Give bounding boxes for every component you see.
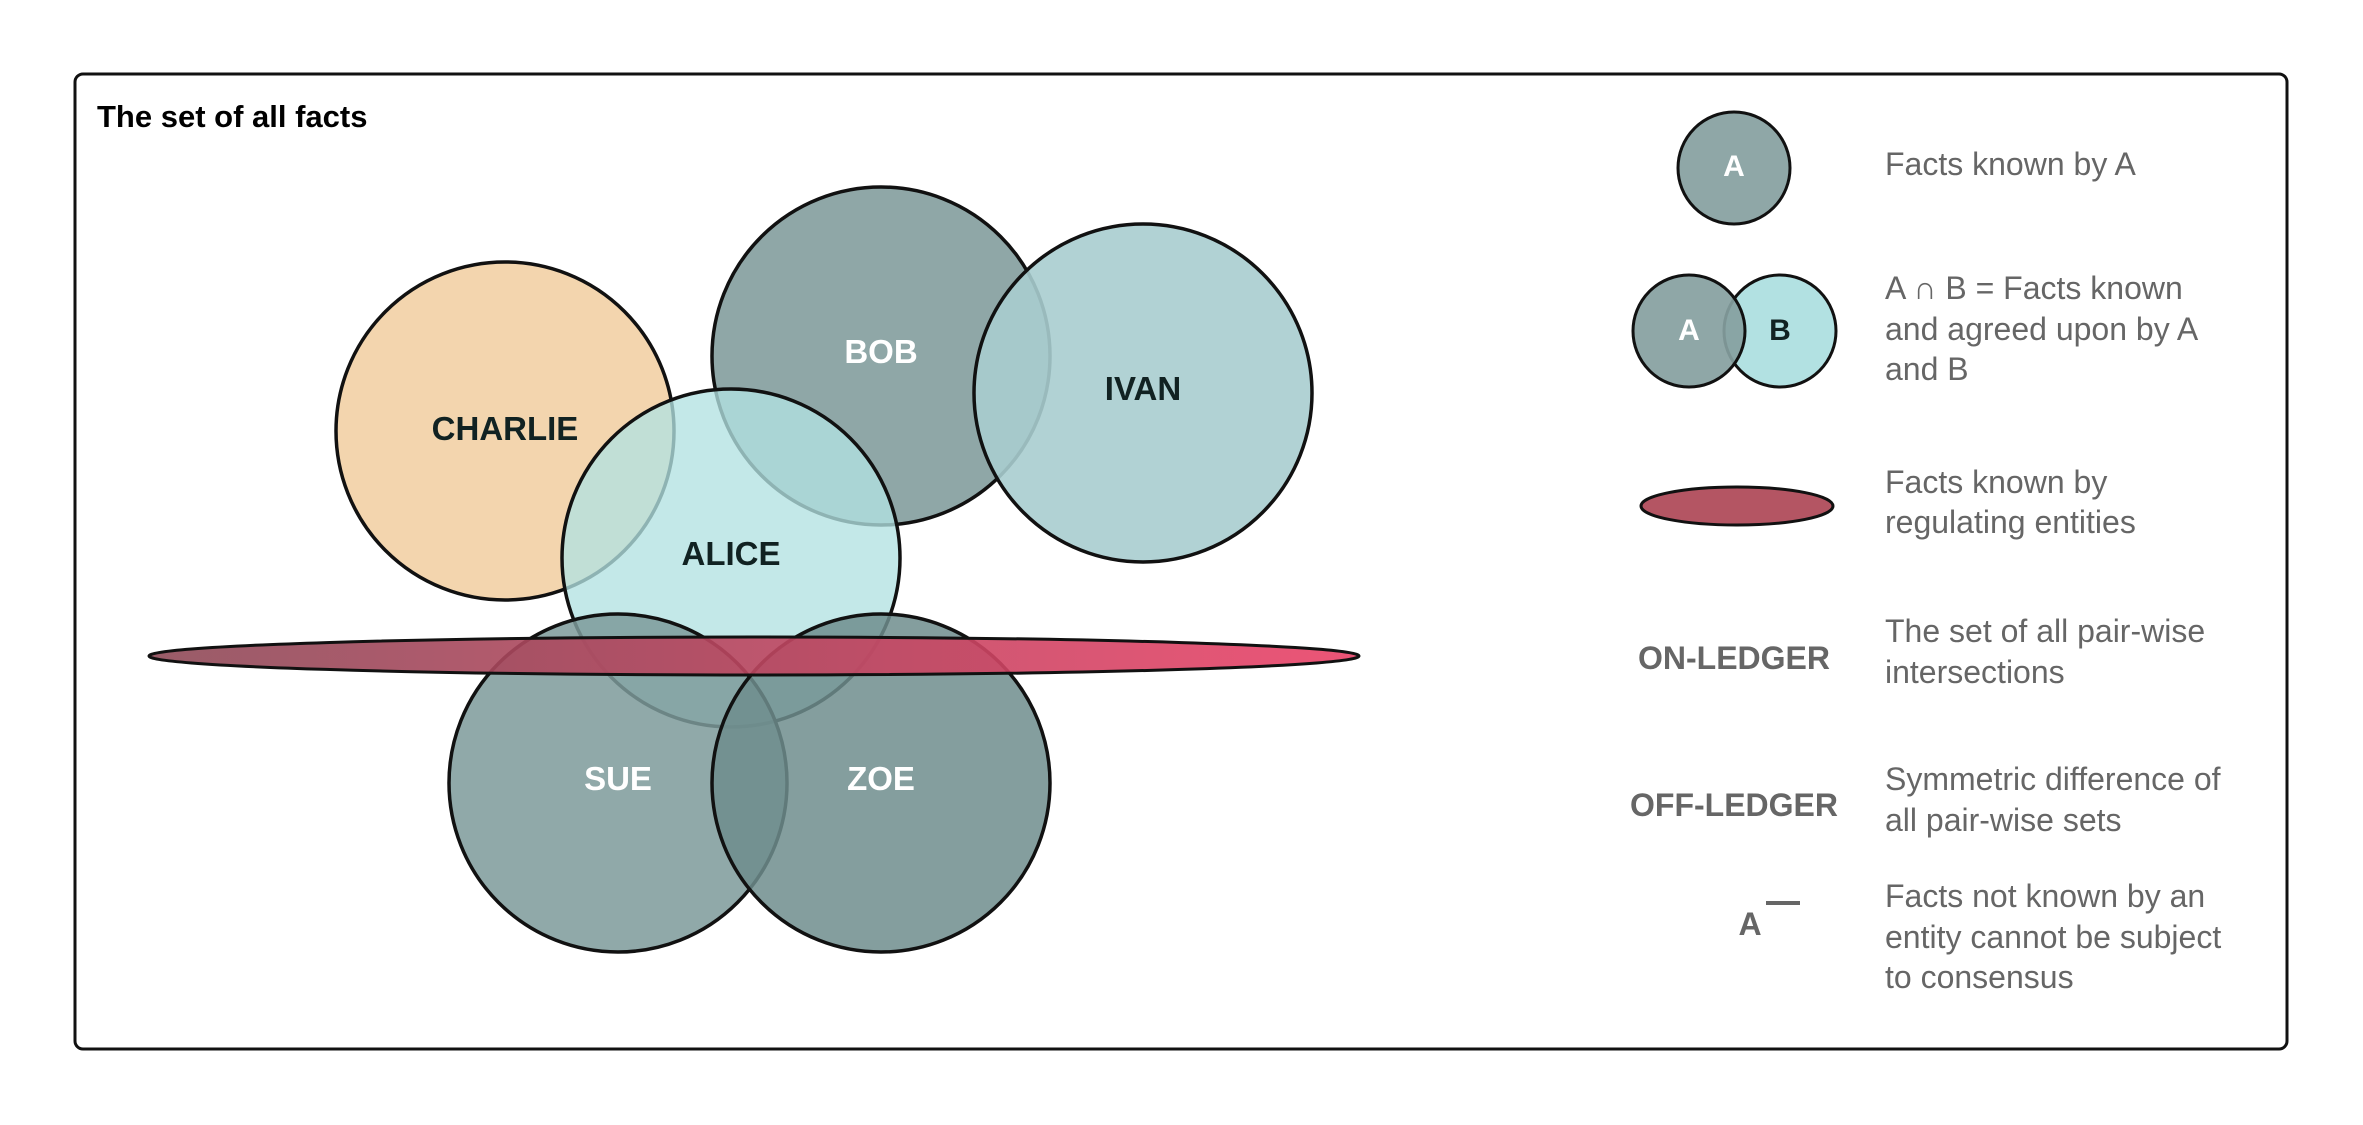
diagram-title: The set of all facts [97,99,367,134]
alice-label: ALICE [682,535,781,572]
legend-single-circle [1676,110,1792,226]
legend-intersection-symbol-b: B [1769,314,1791,347]
legend-complement-description: Facts not known by an entity cannot be s… [1885,878,2230,995]
bob-label: BOB [844,333,917,370]
legend-single-description: Facts known by A [1885,146,2136,182]
legend-complement: A Facts not known by an entity cannot be… [1738,878,2230,995]
legend-off-ledger: OFF-LEDGER Symmetric difference of all p… [1630,761,2229,838]
venn-group: CHARLIE BOB IVAN ALICE SUE ZOE [147,185,1361,954]
legend-intersection-circle-a [1631,273,1747,389]
legend-complement-symbol: A [1738,906,1761,942]
legend-regulator-ellipse [1639,485,1835,527]
legend: A Facts known by A A B A ∩ B = Facts kno… [1630,110,2230,995]
ivan-set [972,222,1314,564]
legend-single-set: A Facts known by A [1676,110,2136,226]
zoe-set [710,612,1052,954]
sue-label: SUE [584,760,652,797]
legend-on-ledger-term: ON-LEDGER [1638,640,1830,676]
legend-off-ledger-term: OFF-LEDGER [1630,787,1838,823]
legend-off-ledger-description: Symmetric difference of all pair-wise se… [1885,761,2229,838]
zoe-label: ZOE [847,760,915,797]
legend-regulator-description: Facts known by regulating entities [1885,464,2136,540]
legend-on-ledger-description: The set of all pair-wise intersections [1885,613,2214,690]
charlie-label: CHARLIE [432,410,579,447]
regulator-ellipse [147,635,1361,677]
legend-intersection-symbol-a: A [1678,314,1700,347]
legend-on-ledger: ON-LEDGER The set of all pair-wise inter… [1638,613,2214,690]
legend-intersection: A B A ∩ B = Facts known and agreed upon … [1631,270,2205,389]
legend-intersection-description: A ∩ B = Facts known and agreed upon by A… [1885,270,2205,387]
legend-regulator: Facts known by regulating entities [1639,464,2136,540]
ivan-label: IVAN [1105,370,1181,407]
legend-single-symbol: A [1723,150,1745,183]
